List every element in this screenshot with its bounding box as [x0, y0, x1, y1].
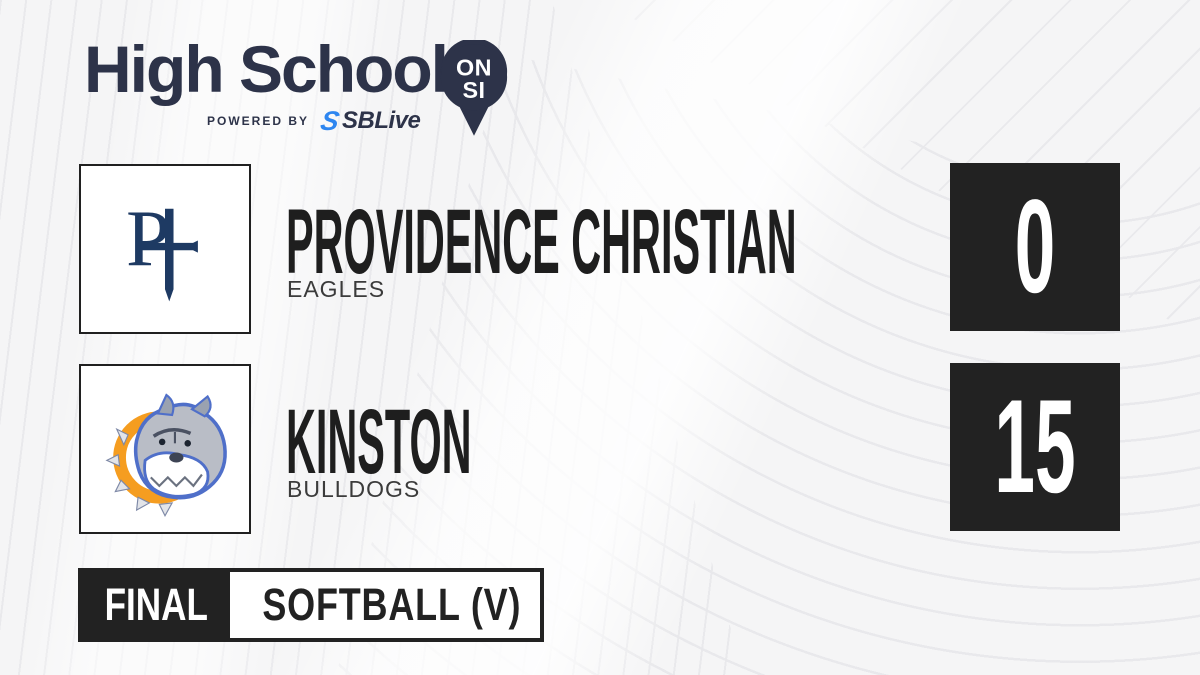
score-box: 0 — [950, 163, 1120, 331]
game-status-label: FINAL — [104, 579, 208, 630]
team-mascot: BULLDOGS — [287, 476, 421, 502]
sblive-logo: S SBLive — [318, 106, 421, 136]
team-mascot: EAGLES — [287, 276, 386, 302]
bulldog-brow — [152, 428, 192, 438]
team-name: KINSTON — [286, 391, 472, 493]
kinston-bulldogs-logo — [105, 393, 227, 517]
team-logo-box: P — [79, 164, 251, 334]
sport-box: SOFTBALL (V) — [230, 572, 554, 638]
pc-cross-vertical — [165, 208, 174, 302]
team-score: 0 — [1014, 172, 1056, 321]
brand-title: High School — [84, 32, 449, 106]
bulldog-nose — [169, 452, 184, 463]
providence-christian-logo: P — [126, 194, 198, 302]
pin-text-si: SI — [462, 77, 485, 103]
team-logo-box — [79, 364, 251, 534]
score-box: 15 — [950, 363, 1120, 531]
sport-label: SOFTBALL (V) — [262, 579, 522, 630]
bulldog-ear-left — [156, 393, 175, 417]
team-row-home: KINSTON BULLDOGS 15 — [0, 363, 1200, 534]
team-row-away: P PROVIDENCE CHRISTIAN EAGLES 0 — [0, 163, 1200, 334]
pc-monogram-p: P — [126, 194, 171, 283]
team-score: 15 — [994, 372, 1076, 521]
bulldog-eye-right — [184, 440, 191, 447]
sblive-s-icon: S — [318, 106, 342, 136]
bulldog-eye-left — [158, 438, 166, 446]
powered-by-label: POWERED BY — [207, 114, 310, 128]
game-status-box: FINAL — [82, 572, 230, 638]
collar-spikes — [105, 427, 174, 517]
pc-cross-horizontal — [136, 240, 198, 253]
team-name: PROVIDENCE CHRISTIAN — [286, 191, 797, 293]
bulldog-ear-right — [190, 394, 212, 418]
sblive-wordmark: SBLive — [342, 107, 421, 134]
pin-text-on: ON — [456, 54, 492, 80]
onsi-pin-icon: ON SI — [440, 40, 508, 136]
status-bar: FINAL SOFTBALL (V) — [78, 568, 544, 642]
bulldog-teeth — [150, 473, 203, 488]
powered-by-row: POWERED BY S SBLive — [207, 106, 421, 136]
